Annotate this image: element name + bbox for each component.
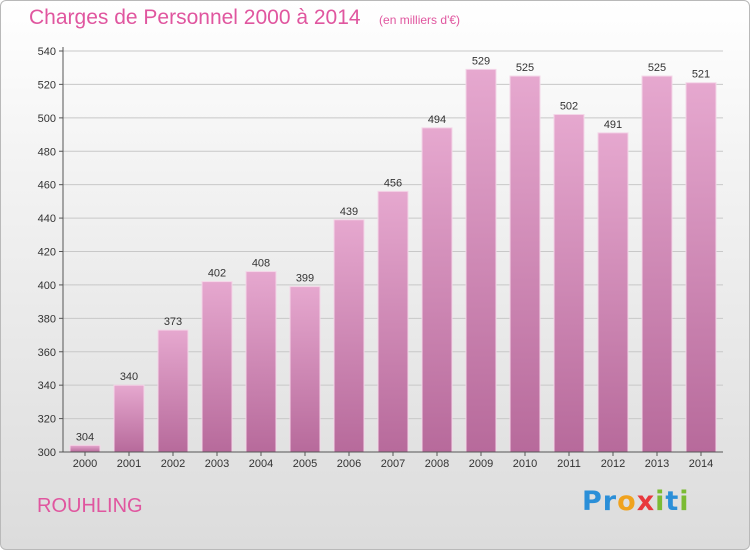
y-tick-label: 320	[38, 414, 56, 426]
x-tick-label: 2014	[689, 458, 713, 470]
value-label: 340	[120, 371, 138, 383]
value-label: 402	[208, 268, 226, 280]
x-tick-label: 2005	[293, 458, 317, 470]
logo-letter: x	[636, 486, 656, 517]
value-label: 521	[692, 69, 710, 81]
x-tick-label: 2010	[513, 458, 537, 470]
y-tick-label: 380	[38, 313, 56, 325]
value-label: 304	[76, 431, 94, 443]
bar	[69, 444, 101, 453]
bars: 304 340 373 402 408 399 439 456 494 529 525 502 491 5…	[69, 55, 717, 453]
logo-letter: P	[582, 486, 603, 517]
y-tick-label: 400	[38, 280, 56, 292]
logo-letter: i	[679, 486, 690, 517]
x-tick-label: 2004	[249, 458, 273, 470]
bar	[201, 281, 233, 453]
y-tick-label: 440	[38, 213, 56, 225]
bar	[597, 132, 629, 453]
x-tick-label: 2002	[161, 458, 185, 470]
value-label: 529	[472, 55, 490, 67]
value-label: 502	[560, 100, 578, 112]
logo-letter: i	[655, 486, 666, 517]
proxiti-logo[interactable]: Proxiti	[582, 486, 690, 517]
y-tick-label: 300	[38, 447, 56, 459]
bar	[421, 127, 453, 453]
y-tick-label: 520	[38, 79, 56, 91]
y-tick-label: 500	[38, 113, 56, 125]
bar	[509, 75, 541, 453]
bar	[245, 271, 277, 453]
y-tick-label: 540	[38, 46, 56, 58]
logo-letter: r	[602, 486, 618, 517]
value-label: 494	[428, 114, 446, 126]
bar	[289, 286, 321, 453]
value-label: 439	[340, 206, 358, 218]
bar	[333, 219, 365, 453]
value-label: 408	[252, 258, 270, 270]
y-tick-label: 340	[38, 380, 56, 392]
value-label: 491	[604, 119, 622, 131]
axes: 300 320 340 360 380 400 420 440 460 480 500 520 540 2…	[38, 46, 723, 470]
title-row: Charges de Personnel 2000 à 2014 (en mil…	[29, 6, 460, 30]
x-tick-label: 2011	[557, 458, 581, 470]
chart-subtitle: (en milliers d'€)	[379, 13, 461, 27]
bar	[377, 190, 409, 453]
logo-letter: o	[617, 486, 637, 517]
x-tick-label: 2003	[205, 458, 229, 470]
commune-name: ROUHLING	[37, 495, 143, 517]
bar	[113, 384, 145, 453]
value-label: 373	[164, 316, 182, 328]
chart-title: Charges de Personnel 2000 à 2014	[29, 6, 361, 29]
bar	[553, 113, 585, 453]
bar	[641, 75, 673, 453]
bar	[157, 329, 189, 453]
x-tick-label: 2013	[645, 458, 669, 470]
value-label: 399	[296, 273, 314, 285]
value-label: 456	[384, 177, 402, 189]
bar	[685, 82, 717, 453]
y-tick-label: 460	[38, 180, 56, 192]
bar	[465, 68, 497, 453]
value-label: 525	[516, 62, 534, 74]
logo-letter: t	[665, 486, 680, 517]
x-tick-label: 2001	[117, 458, 141, 470]
x-tick-label: 2009	[469, 458, 493, 470]
y-tick-label: 420	[38, 247, 56, 259]
x-tick-label: 2012	[601, 458, 625, 470]
y-tick-label: 480	[38, 146, 56, 158]
x-tick-label: 2006	[337, 458, 361, 470]
x-tick-label: 2000	[73, 458, 97, 470]
y-tick-label: 360	[38, 347, 56, 359]
x-tick-label: 2008	[425, 458, 449, 470]
x-tick-label: 2007	[381, 458, 405, 470]
value-label: 525	[648, 62, 666, 74]
